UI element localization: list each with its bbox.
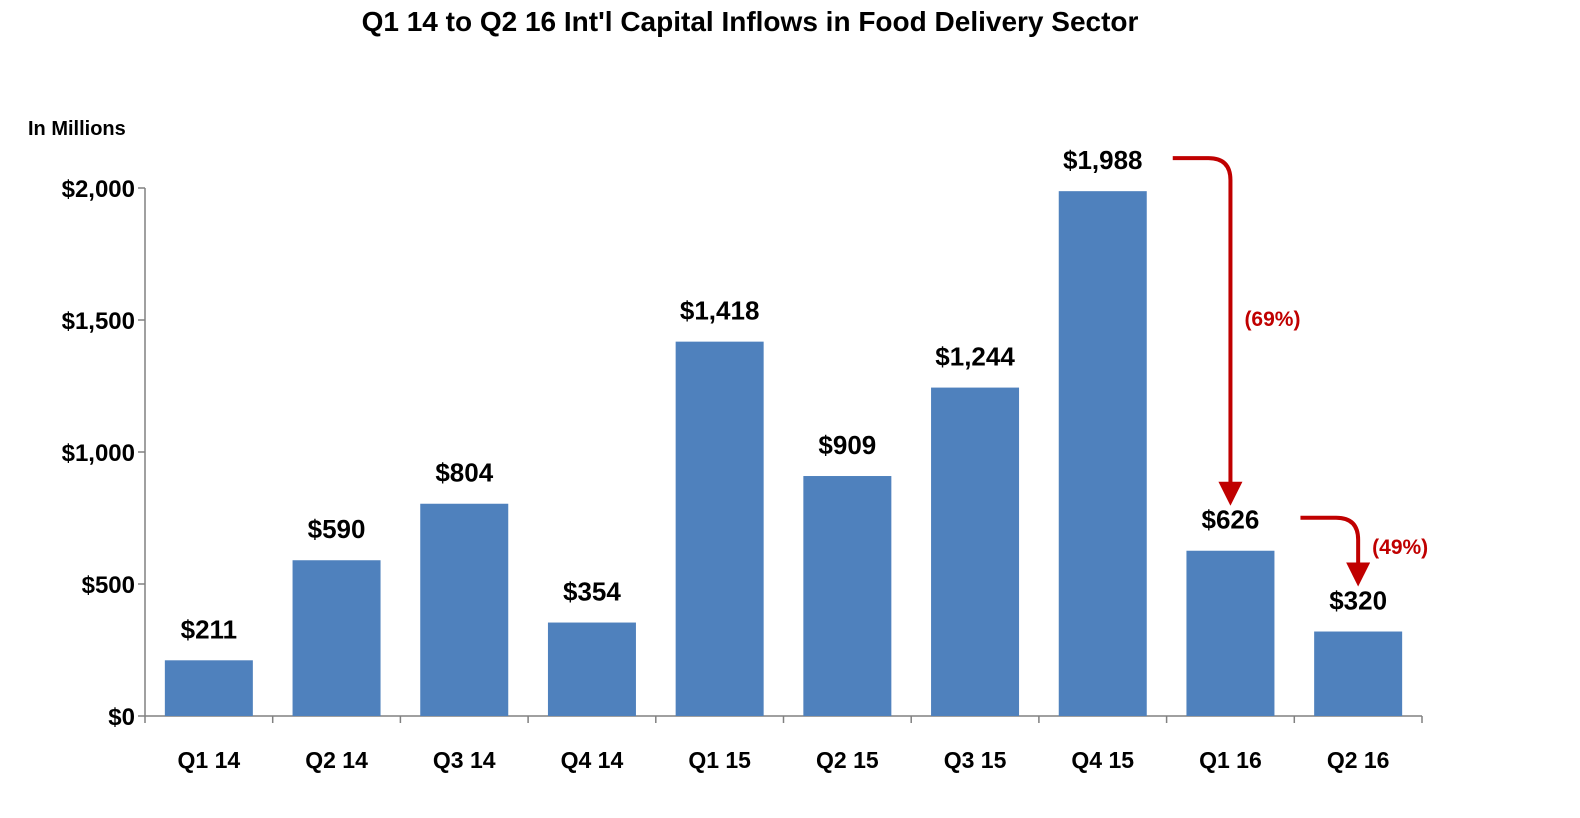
x-tick-label: Q2 14 — [305, 747, 368, 773]
change-label: (69%) — [1244, 308, 1300, 331]
x-tick-label: Q3 14 — [433, 747, 496, 773]
x-tick-label: Q1 16 — [1199, 747, 1262, 773]
change-label: (49%) — [1372, 536, 1428, 559]
bar — [420, 503, 509, 716]
y-tick-label: $1,000 — [62, 440, 135, 467]
x-tick-label: Q4 14 — [561, 747, 624, 773]
data-label: $626 — [1202, 505, 1260, 535]
x-tick-label: Q4 15 — [1071, 747, 1134, 773]
x-tick-label: Q3 15 — [944, 747, 1007, 773]
x-tick-label: Q2 16 — [1327, 747, 1390, 773]
bar — [675, 341, 764, 716]
bar — [1186, 550, 1275, 716]
y-tick-label: $1,500 — [62, 308, 135, 335]
y-tick-label: $2,000 — [62, 176, 135, 203]
bar — [803, 476, 892, 716]
data-label: $1,418 — [680, 296, 760, 326]
x-tick-label: Q2 15 — [816, 747, 879, 773]
x-tick-label: Q1 15 — [688, 747, 751, 773]
bar — [292, 560, 381, 716]
y-tick-label: $0 — [108, 704, 135, 731]
bar — [547, 622, 636, 716]
data-label: $320 — [1329, 586, 1387, 616]
data-label: $909 — [818, 430, 876, 460]
bar — [164, 660, 253, 716]
data-label: $211 — [181, 614, 237, 644]
bar — [931, 387, 1020, 716]
bar — [1314, 631, 1403, 716]
y-tick-label: $500 — [82, 572, 135, 599]
data-label: $590 — [308, 514, 366, 544]
data-label: $1,244 — [935, 342, 1015, 372]
data-label: $354 — [563, 577, 621, 607]
data-label: $804 — [435, 458, 493, 488]
x-tick-label: Q1 14 — [178, 747, 241, 773]
bar — [1058, 191, 1147, 717]
unit-label: In Millions — [28, 118, 126, 140]
change-arrow — [1300, 515, 1371, 587]
data-label: $1,988 — [1063, 145, 1143, 175]
change-arrow — [1172, 156, 1243, 506]
chart-title: Q1 14 to Q2 16 Int'l Capital Inflows in … — [361, 6, 1139, 37]
